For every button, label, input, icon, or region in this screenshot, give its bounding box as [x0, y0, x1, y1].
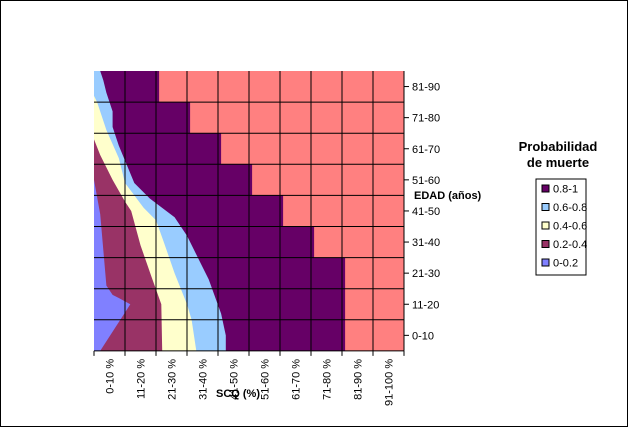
x-axis-title: SCQ (%) — [216, 388, 260, 400]
legend-label: 0.6-0.8 — [553, 202, 587, 214]
x-tick-label: 41-50 % — [229, 359, 241, 400]
legend-swatch — [541, 184, 550, 193]
y-tick-label: 31-40 — [412, 237, 440, 249]
contour-band-0-0.2 — [94, 179, 131, 351]
legend-items: 0.8-1 0.6-0.8 0.4-0.6 0.2-0.4 0-0.2 — [541, 184, 587, 270]
legend-swatch — [541, 240, 550, 248]
x-tick-label: 61-70 % — [291, 359, 303, 400]
legend-label: 0.2-0.4 — [553, 239, 587, 251]
x-tick-label: 51-60 % — [260, 359, 272, 400]
legend-label: 0.8-1 — [553, 184, 578, 196]
x-tick-label: 71-80 % — [322, 359, 334, 400]
y-axis-title: EDAD (años) — [414, 190, 482, 202]
x-tick-labels: 0-10 % 11-20 % 21-30 % 31-40 % 41-50 % 51-60 … — [105, 359, 396, 406]
y-tick-labels: 0-10 11-20 21-30 31-40 41-50 51-60 61-70 71-80 8… — [412, 82, 440, 343]
gridlines — [94, 71, 404, 351]
y-tick-label: 61-70 — [412, 144, 440, 156]
legend-swatch — [541, 221, 550, 230]
legend-swatch — [541, 258, 550, 267]
x-tick-label: 21-30 % — [167, 359, 179, 400]
y-tick-label: 0-10 — [412, 330, 434, 342]
x-tick-label: 31-40 % — [198, 359, 210, 400]
y-tick-label: 21-30 — [412, 268, 440, 280]
x-tick-label: 0-10 % — [105, 359, 117, 394]
legend: 0.8-1 0.6-0.8 0.4-0.6 0.2-0.4 0-0.2 — [535, 178, 587, 276]
y-tick-label: 71-80 — [412, 113, 440, 125]
y-tick-label: 11-20 — [412, 299, 439, 311]
legend-title-line1: Probabilidad — [519, 139, 598, 154]
y-tick-label: 41-50 — [412, 206, 440, 218]
axes — [93, 71, 409, 356]
legend-title-line2: de muerte — [527, 155, 589, 170]
y-tick-label: 81-90 — [412, 82, 440, 94]
y-tick-label: 51-60 — [412, 175, 440, 187]
x-tick-label: 11-20 % — [136, 359, 148, 399]
x-tick-label: 91-100 % — [384, 359, 396, 406]
legend-title: Probabilidad de muerte — [519, 139, 598, 170]
legend-label: 0.4-0.6 — [553, 221, 587, 233]
x-tick-label: 81-90 % — [353, 359, 365, 400]
legend-swatch — [541, 203, 550, 211]
legend-label: 0-0.2 — [553, 258, 578, 270]
